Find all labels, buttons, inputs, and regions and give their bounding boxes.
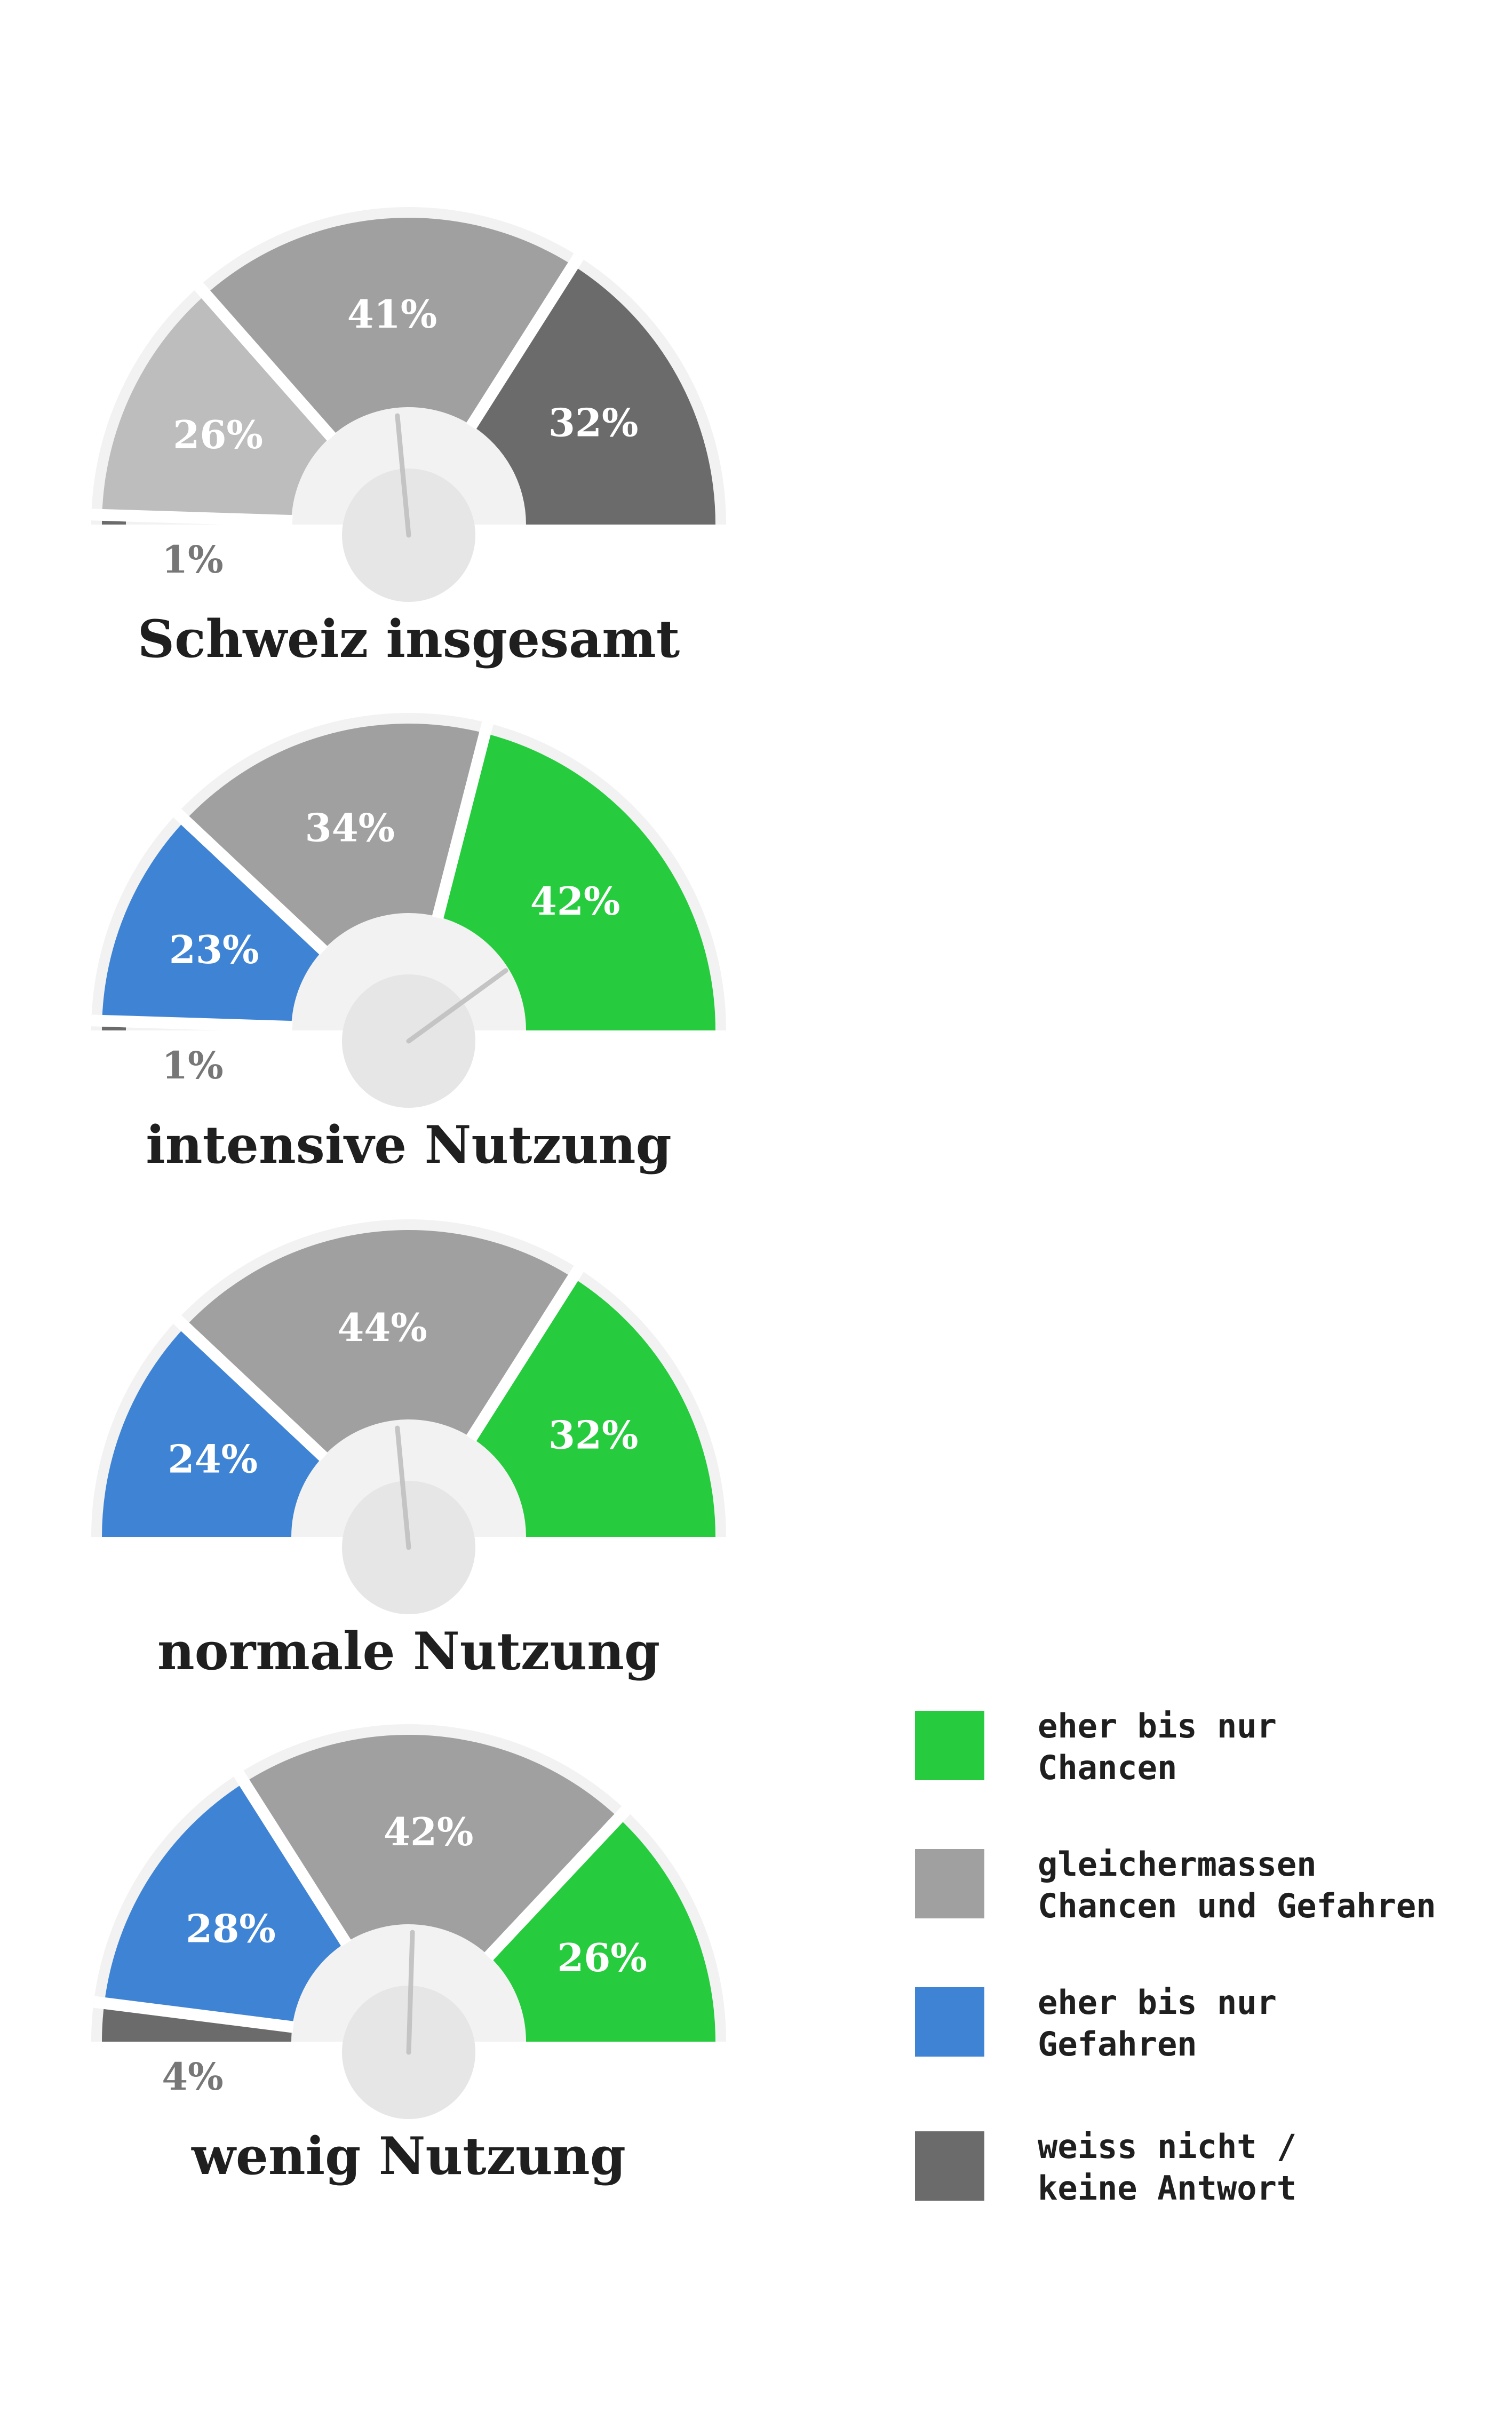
gauge-segment xyxy=(244,1734,619,1956)
segment-gap xyxy=(173,1315,328,1462)
segment-label: 44% xyxy=(337,1305,427,1350)
legend-label: Chancen und Gefahren xyxy=(1038,1886,1436,1925)
chart-title: Schweiz insgesamt xyxy=(138,609,680,669)
segment-label: 24% xyxy=(168,1437,258,1482)
segment-gap xyxy=(91,1014,293,1033)
legend-label: Gefahren xyxy=(1038,2025,1197,2064)
segment-label: 26% xyxy=(557,1935,647,1980)
segment-label: 32% xyxy=(548,400,639,446)
segment-label: 32% xyxy=(548,1413,639,1458)
segment-label: 1% xyxy=(162,1043,223,1088)
gauge-segment xyxy=(185,724,485,950)
segment-gap xyxy=(194,282,337,441)
gauge-segment xyxy=(437,733,715,1030)
segment-gap xyxy=(91,509,293,527)
segment-gap xyxy=(466,1265,584,1442)
gauge-needle xyxy=(406,968,508,1044)
legend-label: gleichermassen xyxy=(1038,1845,1317,1884)
legend-swatch-gefahren xyxy=(915,1987,984,2057)
legend-label: Chancen xyxy=(1038,1748,1177,1787)
gauge-overall: 1% 26% 41% 32% Schweiz insgesamt xyxy=(91,207,726,669)
segment-label: 42% xyxy=(530,878,620,924)
segment-gap xyxy=(93,1996,295,2033)
gauge-segment xyxy=(102,820,323,1027)
gauge-needle xyxy=(395,413,411,538)
gauge-intensive: 1% 23% 34% 42% intensive Nutzung xyxy=(91,713,726,1175)
gauge-segment xyxy=(104,1782,346,2027)
segment-gap xyxy=(484,1806,631,1961)
segment-label: 41% xyxy=(347,291,437,337)
gauge-needle xyxy=(406,1930,415,2055)
legend-label: keine Antwort xyxy=(1038,2169,1296,2208)
gauge-segment xyxy=(102,1327,323,1537)
gauge-segment xyxy=(205,218,574,437)
chart-title: intensive Nutzung xyxy=(146,1115,671,1175)
gauge-segment xyxy=(102,294,331,521)
segment-gap xyxy=(173,808,328,955)
segment-label: 23% xyxy=(169,927,259,972)
legend-swatch-beides xyxy=(915,1849,984,1918)
gauge-normal: 24% 44% 32% normale Nutzung xyxy=(91,1219,726,1681)
segment-label: 42% xyxy=(384,1809,474,1854)
legend-label: eher bis nur xyxy=(1038,1707,1277,1745)
legend: eher bis nurChancengleichermassenChancen… xyxy=(915,1707,1436,2208)
gauge-segment xyxy=(185,1229,574,1457)
gauge-needle xyxy=(395,1425,411,1550)
chart-title: normale Nutzung xyxy=(157,1621,660,1681)
chart-title: wenig Nutzung xyxy=(191,2126,626,2186)
gauge-segment xyxy=(489,1818,715,2042)
gauge-low: 4% 28% 42% 26% wenig Nutzung xyxy=(91,1724,726,2186)
segment-gap xyxy=(432,721,494,919)
legend-label: weiss nicht / xyxy=(1038,2127,1296,2166)
legend-swatch-weissnicht xyxy=(915,2131,984,2201)
segment-label: 34% xyxy=(305,805,395,851)
segment-gap xyxy=(466,253,584,430)
segment-label: 28% xyxy=(186,1906,276,1951)
segment-label: 4% xyxy=(162,2054,223,2099)
legend-swatch-chancen xyxy=(915,1711,984,1780)
segment-gap xyxy=(233,1770,352,1947)
segment-label: 1% xyxy=(162,537,223,582)
segment-label: 26% xyxy=(173,412,263,457)
legend-label: eher bis nur xyxy=(1038,1983,1277,2022)
